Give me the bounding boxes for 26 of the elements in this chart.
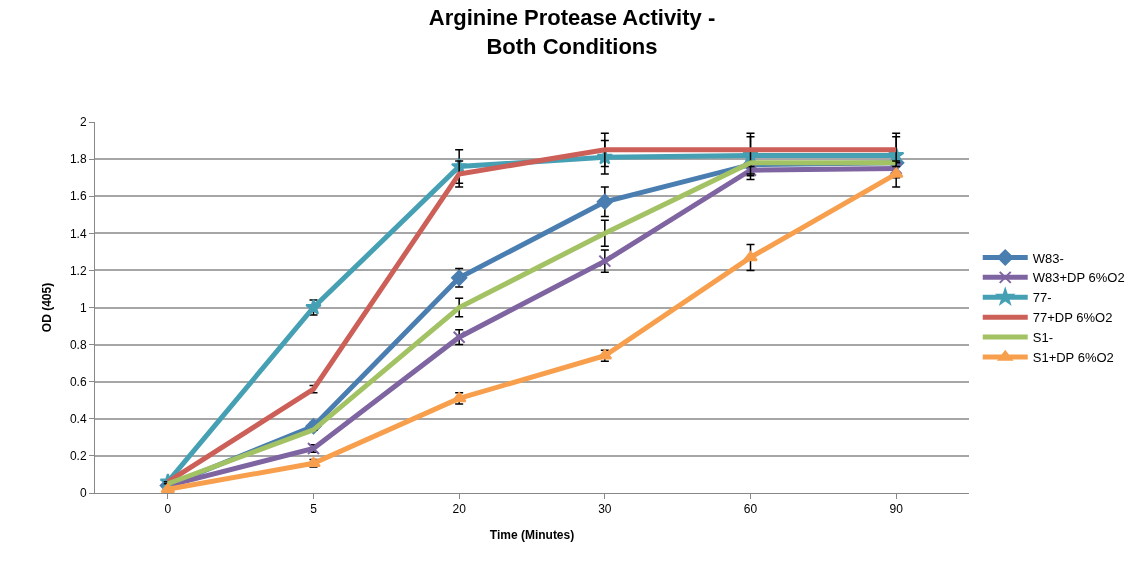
x-tick-label: 30 (598, 502, 612, 517)
y-axis-title: OD (405) (40, 282, 55, 333)
y-tick-label: 1.6 (69, 189, 87, 204)
legend-label: S1- (1032, 330, 1053, 346)
x-tick-label: 60 (743, 502, 758, 517)
y-tick-label: 0.2 (69, 449, 87, 464)
legend-label: S1+DP 6%O2 (1032, 350, 1114, 366)
y-tick-label: 2 (79, 115, 87, 130)
legend-label: 77+DP 6%O2 (1032, 310, 1113, 326)
x-tick-label: 0 (164, 502, 172, 517)
x-tick-label: 20 (452, 502, 467, 517)
y-tick-label: 1.4 (69, 226, 87, 241)
chart-title: Arginine Protease Activity - Both Conditions (428, 5, 716, 60)
legend-label: W83+DP 6%O2 (1032, 270, 1125, 286)
y-tick-label: 0 (79, 486, 87, 501)
x-tick-label: 5 (310, 502, 318, 517)
y-tick-label: 0.8 (69, 337, 87, 352)
y-tick-label: 1 (79, 300, 87, 315)
y-tick-label: 0.6 (69, 374, 87, 389)
x-axis-title: Time (Minutes) (489, 528, 575, 543)
legend-label: 77- (1032, 290, 1052, 306)
y-tick-label: 1.8 (69, 152, 87, 167)
y-tick-label: 1.2 (69, 263, 87, 278)
y-tick-label: 0.4 (69, 412, 87, 426)
x-tick-label: 90 (889, 502, 904, 517)
legend-label: W83- (1032, 250, 1064, 266)
